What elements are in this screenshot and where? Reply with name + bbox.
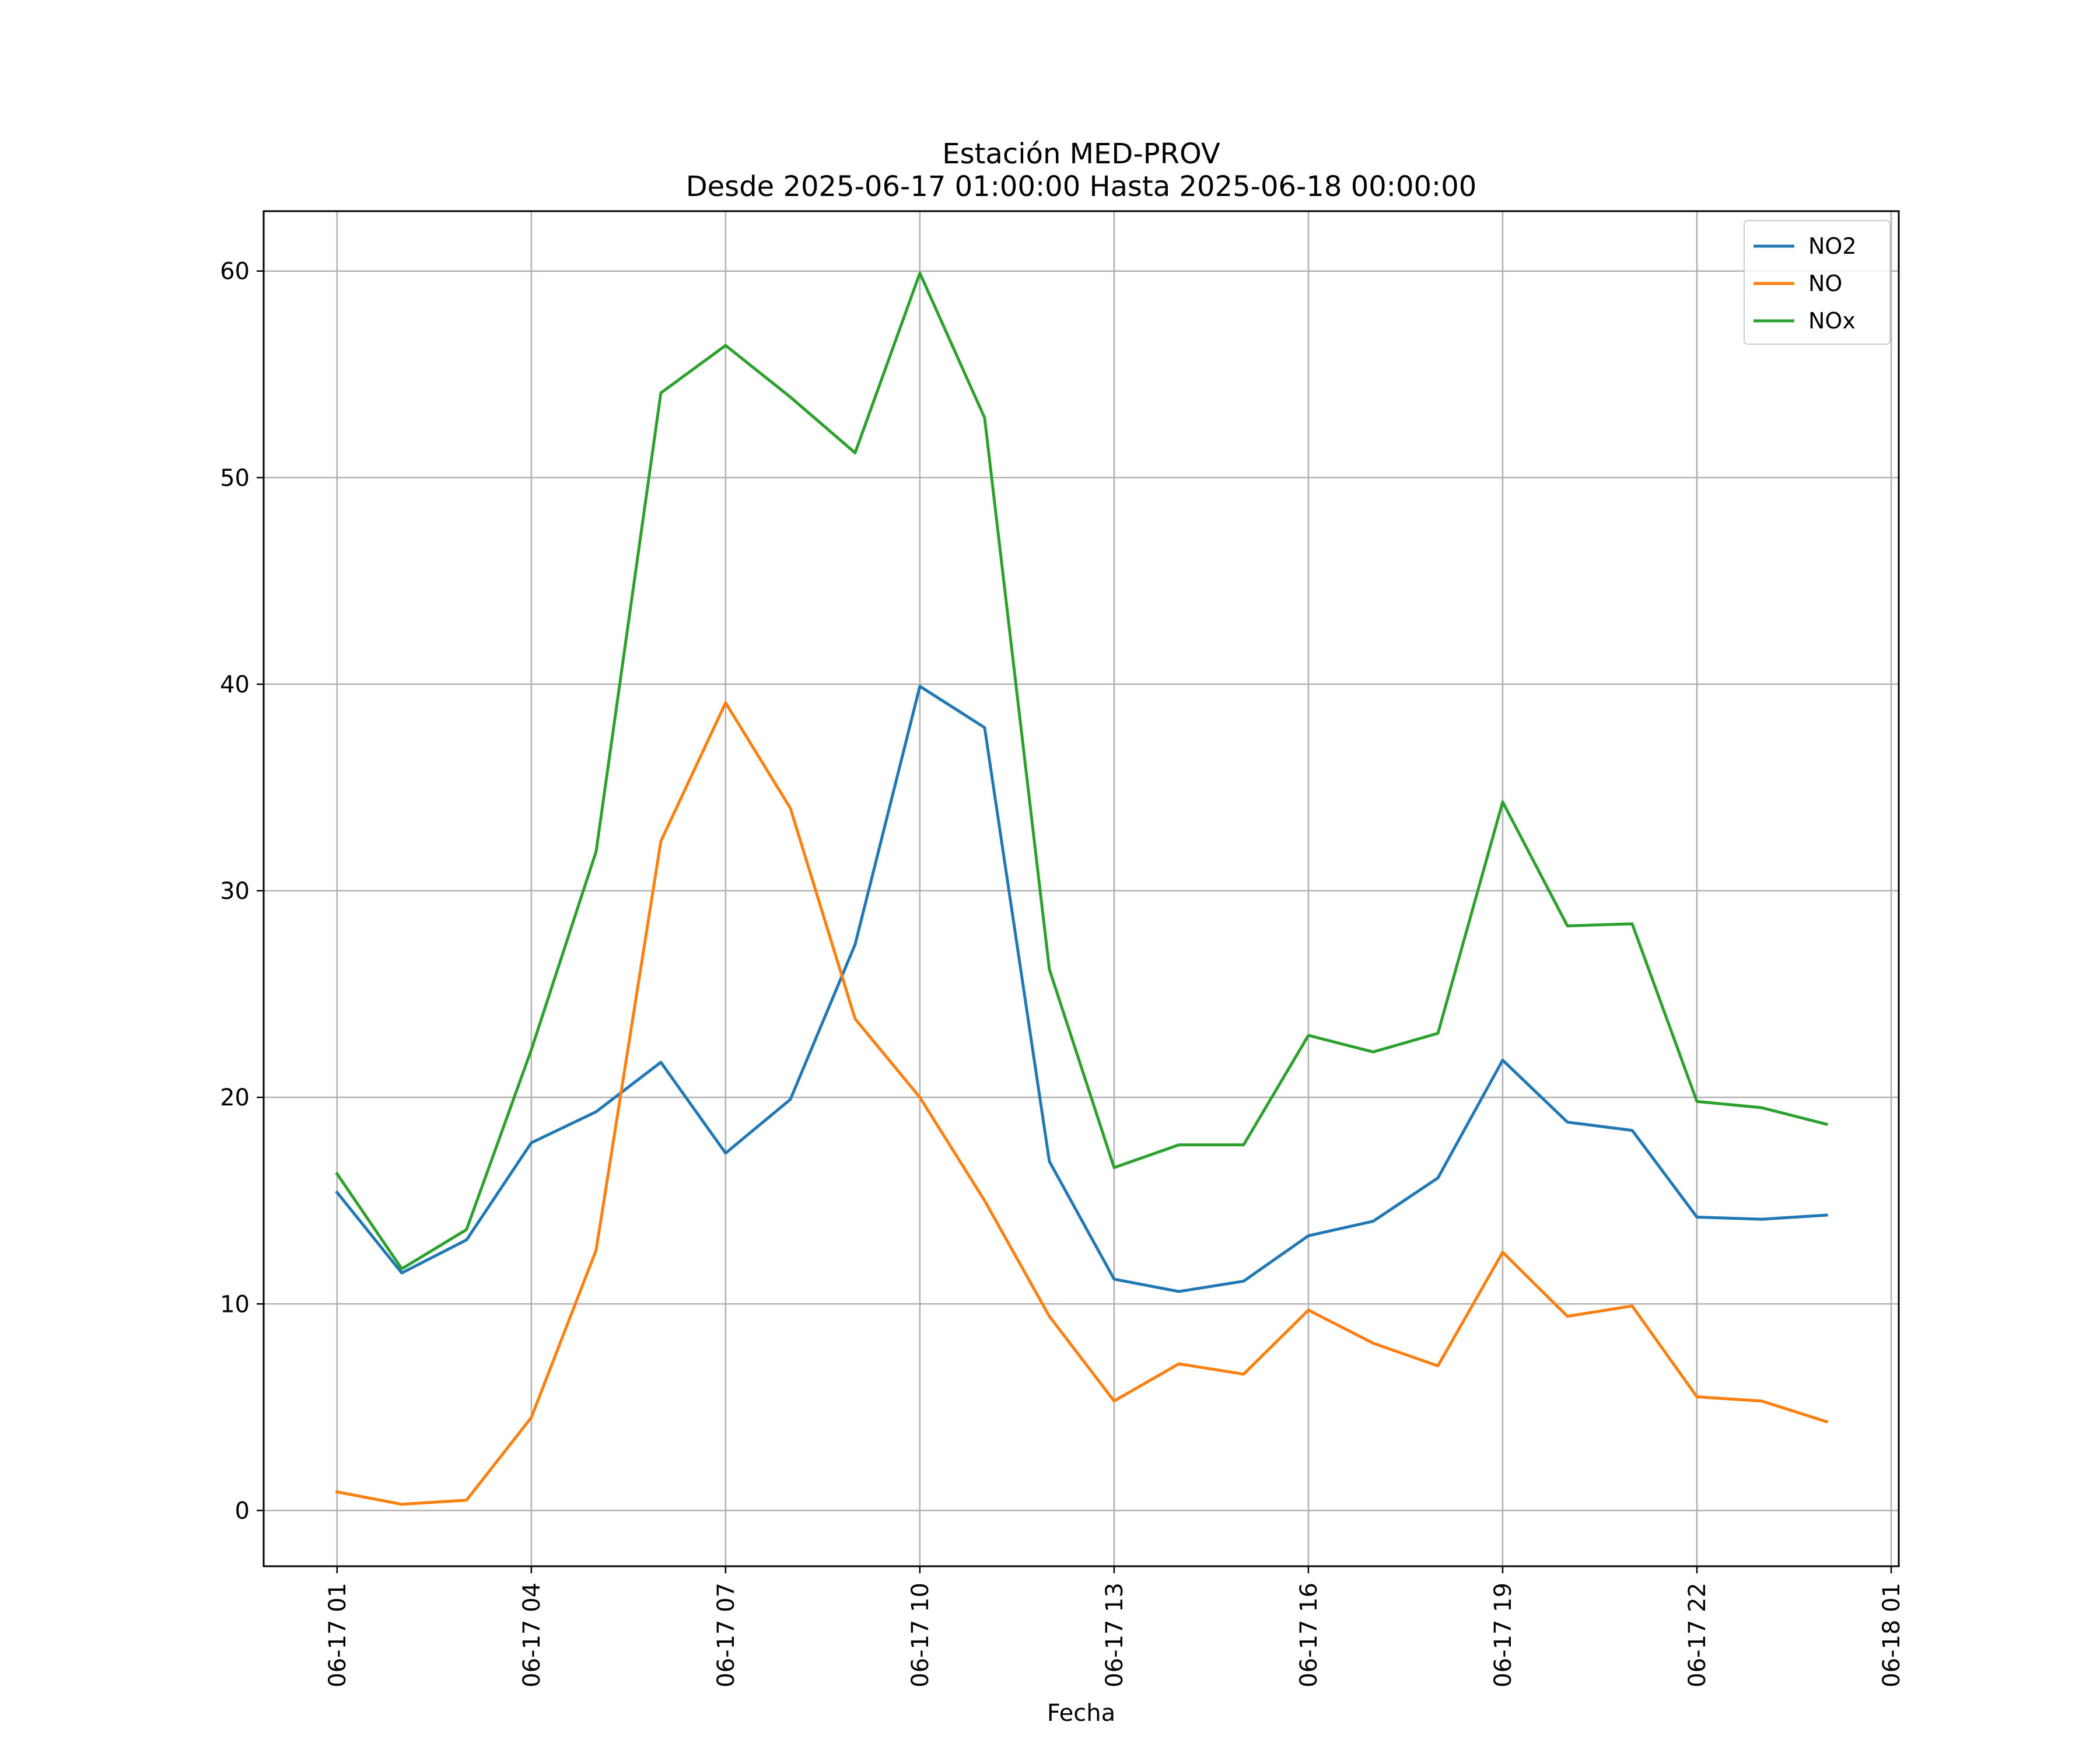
legend-box	[1744, 220, 1891, 345]
y-tick-label: 40	[220, 671, 250, 698]
y-tick-label: 0	[235, 1497, 250, 1524]
x-tick-label: 06-17 13	[1101, 1583, 1128, 1688]
x-tick-label: 06-17 16	[1296, 1583, 1322, 1688]
legend-label-no2: NO2	[1808, 233, 1857, 259]
series-layer	[335, 271, 1829, 1506]
x-tick-label: 06-17 01	[324, 1583, 351, 1688]
grid-layer	[264, 211, 1899, 1566]
series-line-no2	[335, 685, 1828, 1293]
series-line-no	[335, 701, 1829, 1506]
x-tick-label: 06-17 07	[713, 1583, 740, 1688]
y-tick-label: 10	[220, 1291, 250, 1318]
x-tick-label: 06-18 01	[1878, 1583, 1905, 1688]
x-axis-label: Fecha	[1047, 1700, 1115, 1727]
tick-layer: 0 10 20 30 40 50 60 06-17 01 06-17 04 06-17 07 06-…	[220, 258, 1905, 1688]
legend: NO2 NO NOx	[1744, 220, 1891, 345]
x-tick-label: 06-17 04	[519, 1583, 545, 1688]
chart-title: Estación MED-PROV	[942, 138, 1220, 170]
x-tick-label: 06-17 10	[907, 1583, 934, 1688]
series-line-nox	[335, 271, 1829, 1270]
legend-label-no: NO	[1808, 271, 1842, 296]
legend-label-nox: NOx	[1808, 308, 1856, 334]
y-tick-label: 30	[220, 878, 250, 905]
plot-area-frame	[262, 210, 1900, 1567]
x-tick-label: 06-17 19	[1490, 1583, 1517, 1688]
x-tick-label: 06-17 22	[1684, 1583, 1711, 1688]
y-tick-label: 20	[220, 1084, 250, 1111]
chart-subtitle: Desde 2025-06-17 01:00:00 Hasta 2025-06-…	[686, 170, 1477, 203]
y-tick-label: 50	[220, 465, 250, 492]
y-tick-label: 60	[220, 258, 250, 285]
